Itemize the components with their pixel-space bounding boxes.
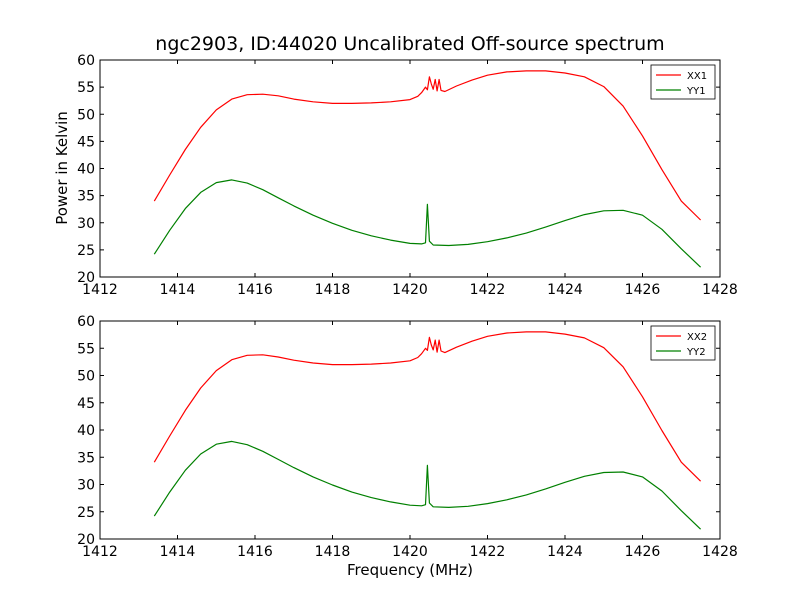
- y-tick-label: 20: [77, 270, 95, 286]
- y-tick-label: 45: [77, 396, 95, 412]
- y-tick-label: 35: [77, 450, 95, 466]
- y-tick-label: 30: [77, 216, 95, 232]
- y-tick-label: 50: [77, 369, 95, 385]
- x-tick-label: 1414: [160, 544, 196, 560]
- x-tick-label: 1416: [237, 544, 273, 560]
- legend-box: [650, 64, 716, 100]
- series-line-yy2: [153, 440, 702, 530]
- series-line-xx1: [153, 70, 702, 221]
- y-tick-label: 60: [77, 314, 95, 330]
- axes-frame: [99, 320, 721, 540]
- subplot-1: 1412 1414 1416 1418 1420 1422 1424 1426 1428 20 25…: [77, 53, 738, 298]
- legend-label: XX2: [687, 332, 707, 343]
- y-tick-label: 40: [77, 162, 95, 178]
- chart-title: ngc2903, ID:44020 Uncalibrated Off-sourc…: [155, 33, 665, 55]
- y-tick-label: 20: [77, 532, 95, 548]
- y-tick-label: 25: [77, 505, 95, 521]
- legend-label: XX1: [687, 71, 707, 82]
- legend-label: YY1: [686, 86, 706, 97]
- x-tick-label: 1412: [82, 282, 118, 298]
- x-tick-label: 1418: [315, 282, 351, 298]
- x-tick-label: 1428: [702, 282, 738, 298]
- x-tick-label: 1412: [82, 544, 118, 560]
- subplot-2: 1412 1414 1416 1418 1420 1422 1424 1426 1428 20 25…: [77, 314, 738, 560]
- x-axis-label: Frequency (MHz): [346, 561, 474, 579]
- x-tick-label: 1422: [470, 282, 506, 298]
- x-tick-label: 1418: [315, 544, 351, 560]
- y-tick-label: 30: [77, 478, 95, 494]
- series-line-xx2: [153, 331, 702, 482]
- legend-label: YY2: [686, 347, 706, 358]
- x-tick-label: 1416: [237, 282, 273, 298]
- legend-box: [650, 325, 716, 361]
- x-tick-label: 1422: [470, 544, 506, 560]
- y-tick-label: 25: [77, 243, 95, 259]
- y-tick-label: 50: [77, 107, 95, 123]
- series-line-yy1: [153, 179, 702, 268]
- x-tick-label: 1426: [625, 544, 661, 560]
- x-tick-label: 1426: [625, 282, 661, 298]
- x-tick-label: 1424: [547, 282, 583, 298]
- y-tick-label: 35: [77, 189, 95, 205]
- x-tick-label: 1420: [392, 282, 428, 298]
- y-tick-label: 55: [77, 341, 95, 357]
- x-tick-label: 1420: [392, 544, 428, 560]
- y-tick-label: 45: [77, 134, 95, 150]
- y-tick-label: 40: [77, 423, 95, 439]
- x-tick-label: 1424: [547, 544, 583, 560]
- y-tick-label: 60: [77, 53, 95, 69]
- x-tick-label: 1428: [702, 544, 738, 560]
- x-tick-label: 1414: [160, 282, 196, 298]
- axes-frame: [99, 59, 721, 278]
- y-tick-label: 55: [77, 80, 95, 96]
